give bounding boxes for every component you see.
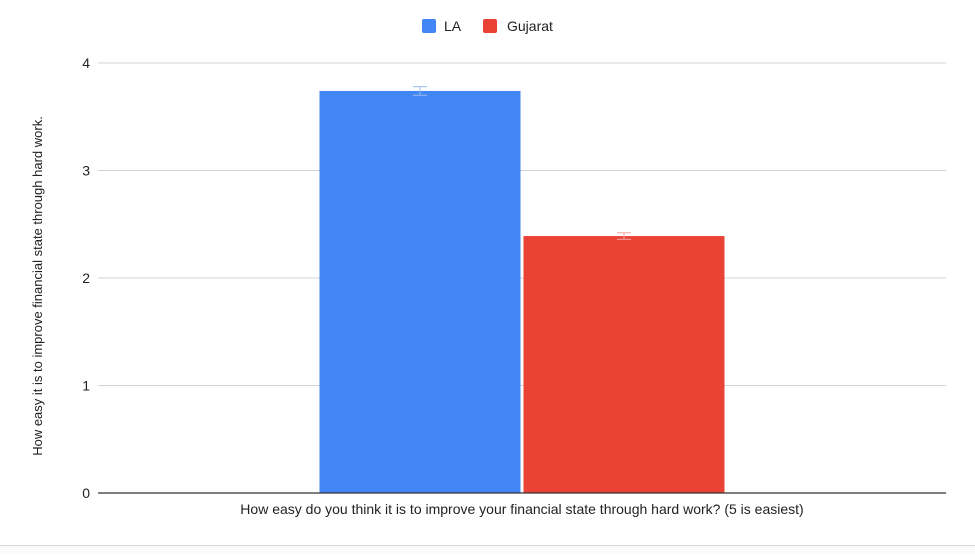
y-tick-label: 1 [82, 378, 90, 394]
y-tick-label: 4 [82, 55, 90, 71]
y-tick-labels: 0 1 2 3 4 [82, 55, 90, 501]
error-bars [413, 86, 631, 240]
y-tick-label: 3 [82, 163, 90, 179]
y-tick-label: 0 [82, 485, 90, 501]
y-axis-label: How easy it is to improve financial stat… [30, 116, 45, 456]
legend-label-la: LA [444, 18, 462, 34]
y-tick-label: 2 [82, 270, 90, 286]
bar-la [319, 90, 521, 493]
sheet-bottom-strip [0, 545, 975, 554]
legend-swatch-la [422, 19, 436, 33]
legend-label-gujarat: Gujarat [507, 18, 553, 34]
gridlines [98, 62, 946, 386]
legend: LA Gujarat [422, 18, 553, 34]
bar-gujarat [523, 236, 725, 493]
legend-swatch-gujarat [483, 19, 497, 33]
x-axis-label: How easy do you think it is to improve y… [240, 501, 803, 517]
bars [319, 90, 725, 493]
